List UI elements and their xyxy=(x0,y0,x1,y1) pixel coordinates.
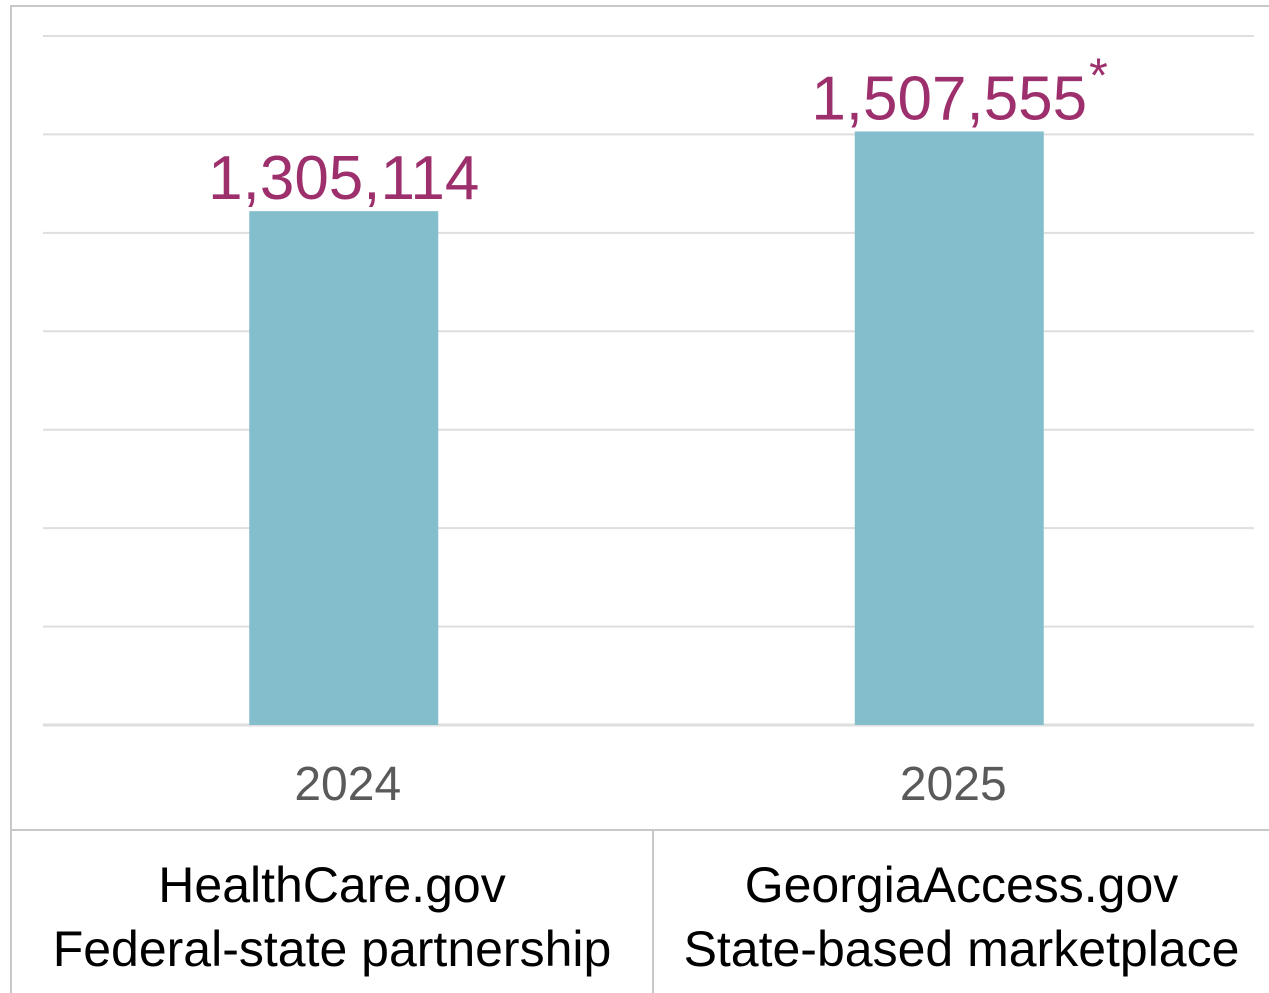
value-label-2024: 1,305,114 xyxy=(208,144,479,213)
marketplace-caption-table: HealthCare.gov Federal-state partnership… xyxy=(10,829,1269,993)
caption-site-name: GeorgiaAccess.gov xyxy=(744,857,1179,913)
bars xyxy=(249,131,1044,726)
bar-2025 xyxy=(854,131,1044,726)
caption-cell-georgiaaccess-gov: GeorgiaAccess.gov State-based marketplac… xyxy=(652,829,1269,993)
caption-cell-healthcare-gov: HealthCare.gov Federal-state partnership xyxy=(10,829,653,993)
value-label-2025: 1,507,555 xyxy=(811,64,1087,133)
x-tick-label-2025: 2025 xyxy=(900,758,1007,811)
caption-site-name: HealthCare.gov xyxy=(158,857,506,913)
value-labels: 1,305,114 1,507,555 * xyxy=(208,49,1108,213)
bar-2024 xyxy=(249,211,439,726)
gridlines xyxy=(43,35,1254,727)
footnote-asterisk: * xyxy=(1089,49,1108,102)
caption-model: State-based marketplace xyxy=(683,921,1240,977)
caption-row: HealthCare.gov Federal-state partnership… xyxy=(10,829,1269,993)
x-tick-label-2024: 2024 xyxy=(294,758,401,811)
caption-model: Federal-state partnership xyxy=(52,921,612,977)
chart-frame xyxy=(10,5,1269,830)
x-tick-labels: 2024 2025 xyxy=(294,758,1006,811)
enrollment-bar-chart: 1,305,114 1,507,555 * 2024 2025 xyxy=(43,35,1254,811)
